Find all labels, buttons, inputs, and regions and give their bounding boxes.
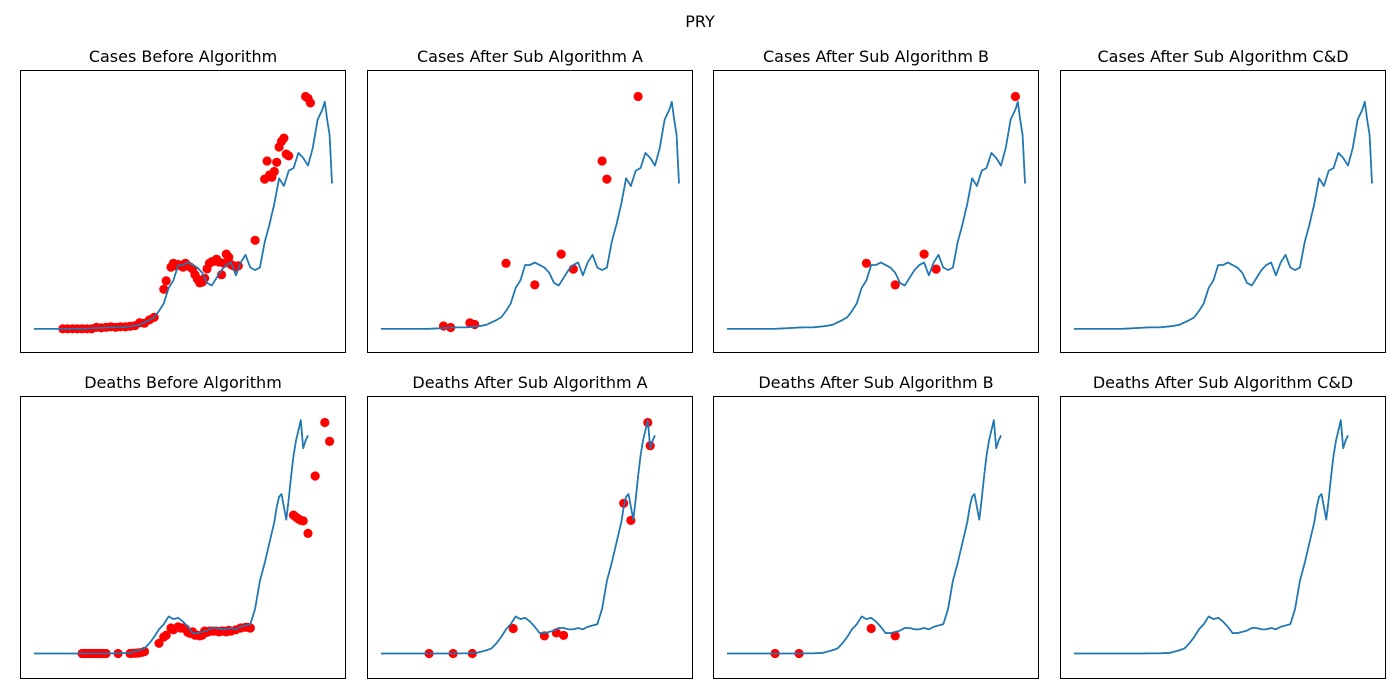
plot-frame: [367, 396, 693, 679]
subplot-title: Deaths After Sub Algorithm A: [412, 373, 647, 392]
outlier-point: [269, 166, 279, 177]
subplot-2: Cases After Sub Algorithm A: [367, 47, 693, 353]
outlier-point: [303, 528, 313, 539]
plot-area: [713, 70, 1039, 353]
outlier-point: [272, 157, 282, 167]
series-line-overlay: [727, 101, 1026, 330]
plot-frame: [367, 70, 693, 353]
plot-area: [713, 396, 1039, 679]
outlier-point: [633, 91, 643, 102]
outlier-point: [284, 151, 294, 161]
series-line-overlay: [1074, 101, 1373, 330]
outlier-point: [890, 280, 900, 290]
outlier-point: [559, 630, 569, 641]
subplot-title: Cases After Sub Algorithm B: [763, 47, 989, 66]
subplot-3: Cases After Sub Algorithm B: [713, 47, 1039, 353]
outlier-point: [320, 417, 330, 428]
outlier-point: [931, 264, 941, 274]
outlier-point: [154, 638, 164, 648]
outlier-point: [262, 156, 272, 166]
outlier-point: [224, 252, 234, 262]
subplot-title: Cases After Sub Algorithm A: [417, 47, 643, 66]
outlier-point: [619, 498, 629, 508]
outlier-point: [470, 319, 480, 330]
outlier-markers: [861, 91, 1021, 290]
plot-frame: [20, 70, 346, 353]
plot-frame: [713, 70, 1039, 353]
subplot-grid: Cases Before Algorithm Cases After Sub Al…: [20, 47, 1386, 679]
outlier-point: [310, 471, 320, 481]
outlier-markers: [438, 91, 643, 333]
series-line-overlay: [34, 101, 333, 330]
plot-frame: [1060, 70, 1386, 353]
subplot-title: Deaths Before Algorithm: [84, 373, 282, 392]
subplot-title: Deaths After Sub Algorithm C&D: [1093, 373, 1353, 392]
outlier-point: [508, 623, 518, 634]
outlier-point: [305, 98, 315, 108]
outlier-point: [250, 235, 260, 245]
subplot-4: Cases After Sub Algorithm C&D: [1060, 47, 1386, 353]
subplot-8: Deaths After Sub Algorithm C&D: [1060, 373, 1386, 679]
subplot-5: Deaths Before Algorithm: [20, 373, 346, 679]
outlier-point: [159, 284, 169, 294]
outlier-point: [890, 631, 900, 641]
outlier-point: [161, 630, 171, 640]
series-line-overlay: [1074, 419, 1349, 655]
plot-frame: [20, 396, 346, 679]
subplot-title: Cases After Sub Algorithm C&D: [1097, 47, 1348, 66]
outlier-point: [597, 156, 607, 166]
subplot-1: Cases Before Algorithm: [20, 47, 346, 353]
outlier-point: [245, 623, 255, 633]
outlier-markers: [770, 623, 900, 659]
outlier-point: [556, 249, 566, 259]
subplot-7: Deaths After Sub Algorithm B: [713, 373, 1039, 679]
series-line-overlay: [381, 101, 680, 330]
outlier-point: [602, 174, 612, 184]
plot-area: [367, 396, 693, 679]
outlier-point: [279, 133, 289, 143]
subplot-title: Cases Before Algorithm: [89, 47, 277, 66]
outlier-point: [530, 280, 540, 290]
subplot-6: Deaths After Sub Algorithm A: [367, 373, 693, 679]
series-line-overlay: [727, 419, 1002, 655]
outlier-point: [501, 258, 511, 268]
plot-area: [20, 70, 346, 353]
subplot-title: Deaths After Sub Algorithm B: [758, 373, 993, 392]
figure-title: PRY: [685, 12, 715, 31]
outlier-markers: [424, 417, 655, 659]
outlier-point: [1010, 91, 1021, 102]
plot-area: [367, 70, 693, 353]
plot-area: [1060, 396, 1386, 679]
series-line-overlay: [34, 419, 309, 655]
plot-frame: [713, 396, 1039, 679]
outlier-point: [861, 258, 872, 268]
series-line-overlay: [381, 419, 656, 655]
outlier-point: [919, 249, 929, 259]
outlier-point: [161, 276, 171, 286]
outlier-point: [298, 516, 308, 526]
outlier-point: [866, 623, 876, 634]
plot-frame: [1060, 396, 1386, 679]
plot-area: [1060, 70, 1386, 353]
outlier-point: [325, 436, 335, 446]
